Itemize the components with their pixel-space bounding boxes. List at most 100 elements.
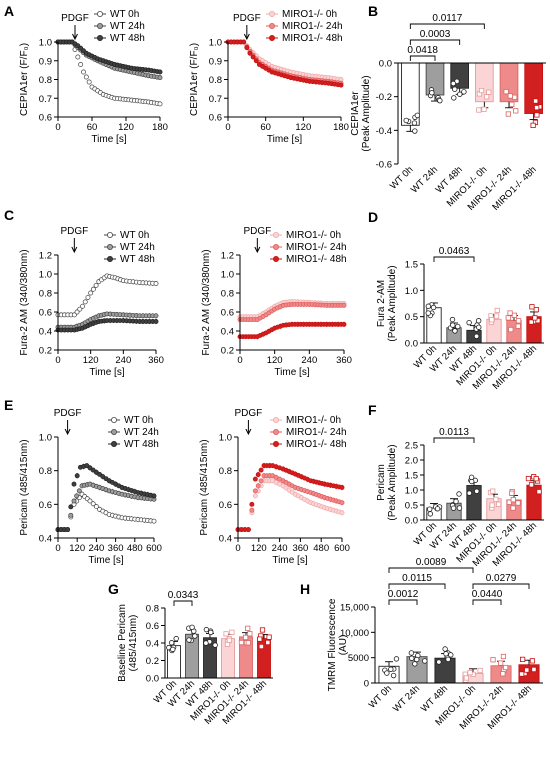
y-axis-label-unit: (AU) xyxy=(338,635,349,656)
data-point xyxy=(503,664,509,671)
significance-bracket xyxy=(409,23,485,29)
significance-bracket xyxy=(433,437,475,443)
panel-label-e: E xyxy=(4,397,13,413)
data-point xyxy=(490,657,496,663)
x-axis-label: Time [s] xyxy=(88,555,123,566)
x-tick-label: 120 xyxy=(69,543,85,554)
y-tick-label: 1.0 xyxy=(405,286,418,297)
data-point xyxy=(508,326,514,333)
data-point xyxy=(241,39,247,45)
y-tick-label: 0.6 xyxy=(219,500,232,511)
data-point xyxy=(452,86,458,92)
data-point xyxy=(250,54,256,60)
x-axis-label: Time [s] xyxy=(267,134,302,145)
bar-group-g-3 xyxy=(203,626,218,679)
x-tick-label: 360 xyxy=(336,355,352,366)
data-point xyxy=(515,500,521,506)
y-axis-label: Baseline Pericam xyxy=(117,604,128,682)
data-point xyxy=(71,312,77,318)
panel-label-h: H xyxy=(300,581,310,597)
legend-marker xyxy=(272,231,279,238)
y-tick-label: 1.2 xyxy=(39,251,52,262)
legend-label: MIRO1-/- 24h xyxy=(282,21,343,32)
y-tick-label: 1.5 xyxy=(405,260,418,271)
y-tick-label: 1.0 xyxy=(39,270,52,281)
data-point xyxy=(500,653,507,660)
y-axis-label-unit: (Peak Amplitude) xyxy=(387,444,398,520)
y-tick-label: 0.8 xyxy=(39,75,52,86)
data-point xyxy=(509,101,515,107)
data-point xyxy=(245,640,251,646)
y-tick-label: 0.0 xyxy=(379,59,392,70)
category-label: WT 24h xyxy=(391,683,422,714)
legend-marker xyxy=(272,416,279,423)
y-tick-label: -0.2 xyxy=(376,92,392,103)
bar-group-h-1 xyxy=(378,656,400,684)
data-point xyxy=(515,318,522,324)
data-point xyxy=(443,651,449,657)
data-point xyxy=(511,312,517,318)
x-tick-label: 120 xyxy=(118,122,134,133)
data-point xyxy=(153,313,159,319)
bar-group-f-3 xyxy=(466,474,482,521)
data-point xyxy=(68,512,74,518)
data-point xyxy=(452,328,458,334)
y-tick-label: 0.6 xyxy=(39,500,52,511)
legend-label: WT 24h xyxy=(110,21,145,32)
y-tick-label: 0 xyxy=(364,679,369,690)
data-point xyxy=(257,636,263,642)
bar-group-g-4 xyxy=(221,629,235,679)
y-tick-label: 1.0 xyxy=(39,38,52,49)
y-tick-label: 0.6 xyxy=(39,113,52,124)
bar-group-g-6 xyxy=(257,627,272,679)
y-tick-label: 0.9 xyxy=(209,56,222,67)
y-tick-label: 0.5 xyxy=(405,312,418,323)
y-tick-label: 0.8 xyxy=(209,75,222,86)
x-tick-label: 480 xyxy=(127,543,143,554)
data-point xyxy=(238,639,245,646)
legend-marker xyxy=(111,416,118,423)
y-tick-label: 0.4 xyxy=(39,327,52,338)
y-tick-label: 10,000 xyxy=(340,628,369,639)
data-point xyxy=(93,504,99,510)
stimulus-label: PDGF xyxy=(54,408,82,419)
y-tick-label: 0.2 xyxy=(146,656,159,667)
data-point xyxy=(505,315,511,321)
x-tick-label: 180 xyxy=(152,122,168,133)
data-point xyxy=(255,483,261,489)
data-point xyxy=(474,488,480,494)
significance-bracket xyxy=(388,599,418,605)
y-tick-label: 0.0 xyxy=(405,339,418,350)
bar-group-d-5 xyxy=(505,310,522,344)
stimulus-arrowhead xyxy=(64,428,71,436)
stimulus-label: PDGF xyxy=(60,226,88,237)
data-point xyxy=(388,666,394,672)
bar-group-f-6 xyxy=(525,474,542,521)
data-point xyxy=(384,670,390,676)
data-point xyxy=(531,666,537,673)
data-point xyxy=(90,501,96,507)
x-tick-label: 120 xyxy=(251,543,267,554)
data-point xyxy=(437,97,443,104)
stimulus-label: PDGF xyxy=(235,408,263,419)
bar-group-b-2 xyxy=(425,62,445,104)
data-point xyxy=(494,307,500,314)
y-tick-label: 1.0 xyxy=(219,433,232,444)
legend-label: WT 24h xyxy=(124,427,159,438)
legend-label: MIRO1-/- 0h xyxy=(286,230,341,241)
y-tick-label: 0.0 xyxy=(146,674,159,685)
x-axis-label: Time [s] xyxy=(91,134,126,145)
data-point xyxy=(507,310,513,316)
bar-group-h-5 xyxy=(490,653,512,684)
y-axis-label: CEPIA1er xyxy=(350,91,361,136)
bar-group-f-1 xyxy=(426,503,443,521)
series-e1-1 xyxy=(55,491,157,533)
x-tick-label: 600 xyxy=(334,543,350,554)
data-point xyxy=(245,527,251,533)
axis-c1 xyxy=(57,255,156,351)
data-point xyxy=(493,313,500,319)
data-point xyxy=(450,505,457,511)
legend-marker xyxy=(97,10,104,17)
data-point xyxy=(78,62,84,67)
y-tick-label: 1.2 xyxy=(221,251,234,262)
